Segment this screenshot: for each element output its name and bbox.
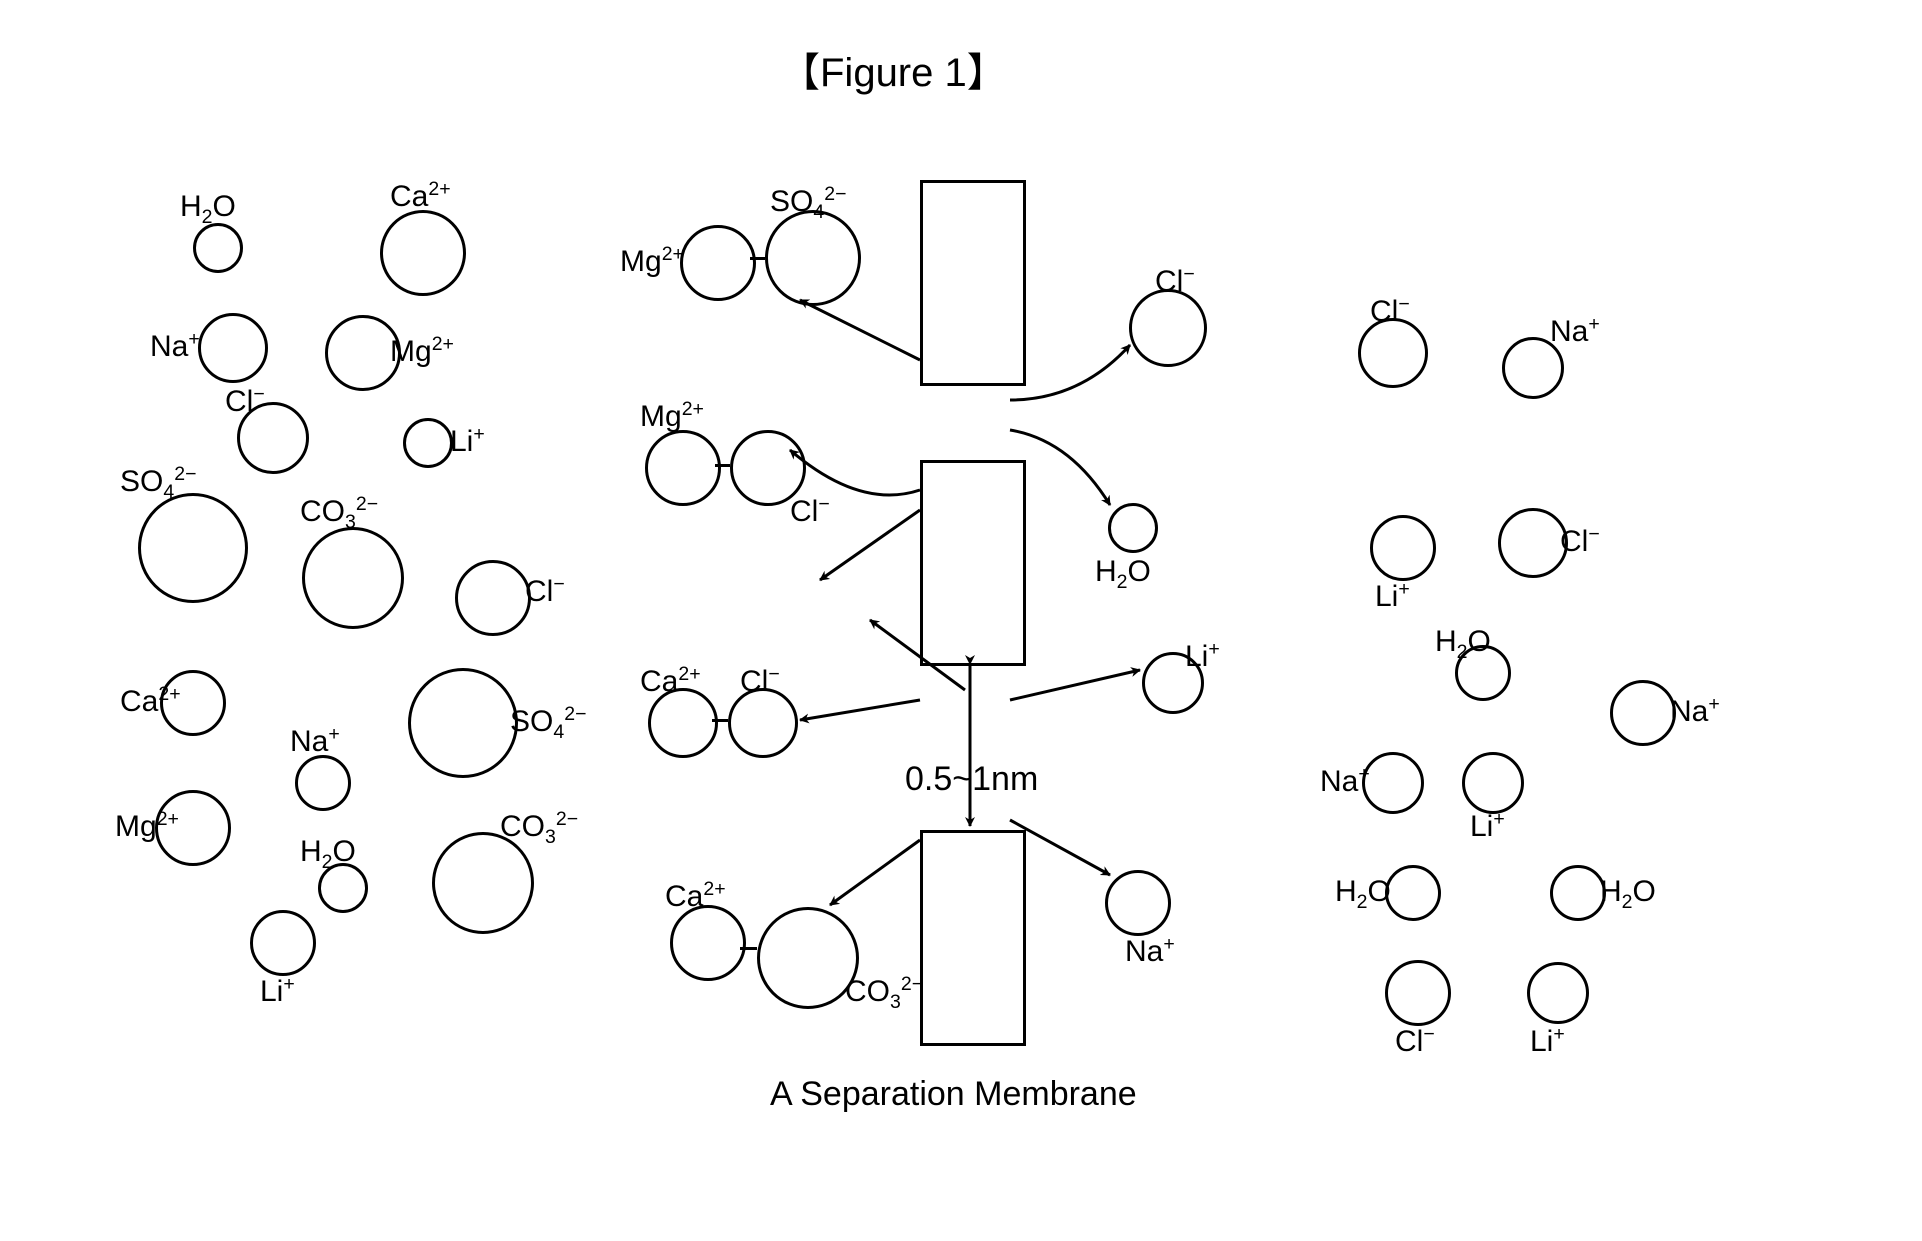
cl-r2-label: Cl− — [1560, 525, 1600, 559]
ca-1-label: Ca2+ — [390, 180, 451, 214]
membrane-block-1 — [920, 180, 1026, 386]
li-r2 — [1462, 752, 1524, 814]
cl-r1-label: Cl− — [1370, 295, 1410, 329]
h2o-r2-label: H2O — [1335, 875, 1391, 909]
co3-1 — [302, 527, 404, 629]
pair-ca-co3-a — [670, 905, 746, 981]
permeate-li — [1010, 670, 1140, 700]
so4-1 — [138, 493, 248, 603]
perm-na — [1105, 870, 1171, 936]
na-r3-label: Na+ — [1320, 765, 1370, 799]
figure-canvas: 【Figure 1】 A Separation Membrane 0.5~1nm H… — [0, 0, 1922, 1241]
ca-1 — [380, 210, 466, 296]
pair-ca-co3-b — [757, 907, 859, 1009]
co3-1-label: CO32− — [300, 495, 378, 529]
pair-mg-so4-bond — [750, 257, 765, 260]
permeate-cl — [1010, 345, 1130, 400]
li-r3-label: Li+ — [1530, 1025, 1565, 1059]
mg-1-label: Mg2+ — [390, 335, 454, 369]
figure-title: 【Figure 1】 — [780, 40, 1007, 98]
perm-h2o-label: H2O — [1095, 555, 1151, 589]
reject-mgcl — [790, 450, 920, 495]
perm-h2o — [1108, 503, 1158, 553]
h2o-sm-1-label: H2O — [180, 190, 236, 224]
na-r3 — [1362, 752, 1424, 814]
na-r2-label: Na+ — [1670, 695, 1720, 729]
so4-2 — [408, 668, 518, 778]
perm-cl-label: Cl− — [1155, 265, 1195, 299]
pair-ca-cl-a-label: Ca2+ — [640, 665, 701, 699]
cl-2 — [455, 560, 531, 636]
membrane-block-3 — [920, 830, 1026, 1046]
so4-2-label: SO42− — [510, 705, 586, 739]
pair-ca-cl-bond — [712, 719, 728, 722]
na-1 — [198, 313, 268, 383]
h2o-r2 — [1385, 865, 1441, 921]
li-2-label: Li+ — [260, 975, 295, 1009]
li-2 — [250, 910, 316, 976]
perm-li-label: Li+ — [1185, 640, 1220, 674]
li-r1-label: Li+ — [1375, 580, 1410, 614]
reject-caco3-down — [830, 840, 920, 905]
na-r2 — [1610, 680, 1676, 746]
li-1 — [403, 418, 453, 468]
gap-label: 0.5~1nm — [905, 760, 1038, 799]
li-r2-label: Li+ — [1470, 810, 1505, 844]
co3-2-label: CO32− — [500, 810, 578, 844]
pair-ca-co3-a-label: Ca2+ — [665, 880, 726, 914]
h2o-r1-label: H2O — [1435, 625, 1491, 659]
ca-2-label: Ca2+ — [120, 685, 181, 719]
h2o-r3 — [1550, 865, 1606, 921]
cl-r3-label: Cl− — [1395, 1025, 1435, 1059]
li-r1 — [1370, 515, 1436, 581]
membrane-caption: A Separation Membrane — [770, 1075, 1137, 1114]
mg-2-label: Mg2+ — [115, 810, 179, 844]
perm-na-label: Na+ — [1125, 935, 1175, 969]
cl-2-label: Cl− — [525, 575, 565, 609]
so4-1-label: SO42− — [120, 465, 196, 499]
na-2-sm — [295, 755, 351, 811]
perm-cl — [1129, 289, 1207, 367]
pair-mg-cl-a-label: Mg2+ — [640, 400, 704, 434]
pair-mg-so4-a-label: Mg2+ — [620, 245, 684, 279]
cl-1-label: Cl− — [225, 385, 265, 419]
pair-ca-co3-bond — [740, 947, 757, 950]
reject-inward-1 — [820, 510, 920, 580]
pair-ca-cl-b-label: Cl− — [740, 665, 780, 699]
li-r3 — [1527, 962, 1589, 1024]
pair-mg-so4-b — [765, 210, 861, 306]
membrane-block-2 — [920, 460, 1026, 666]
reject-mgso4 — [800, 300, 920, 360]
h2o-sm-1 — [193, 223, 243, 273]
pair-mg-cl-bond — [715, 464, 730, 467]
pair-mg-cl-b-label: Cl− — [790, 495, 830, 529]
pair-mg-so4-b-label: SO42− — [770, 185, 846, 219]
na-1-label: Na+ — [150, 330, 200, 364]
na-2-sm-label: Na+ — [290, 725, 340, 759]
h2o-sm-2-label: H2O — [300, 835, 356, 869]
co3-2 — [432, 832, 534, 934]
reject-cacl — [800, 700, 920, 720]
pair-mg-so4-a — [680, 225, 756, 301]
cl-r2 — [1498, 508, 1568, 578]
na-r1-label: Na+ — [1550, 315, 1600, 349]
cl-r3 — [1385, 960, 1451, 1026]
h2o-r3-label: H2O — [1600, 875, 1656, 909]
pair-mg-cl-a — [645, 430, 721, 506]
li-1-label: Li+ — [450, 425, 485, 459]
pair-ca-co3-b-label: CO32− — [845, 975, 923, 1009]
